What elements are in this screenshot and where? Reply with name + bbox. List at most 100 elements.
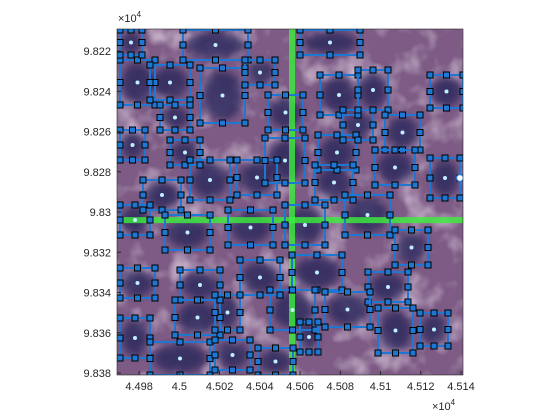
roi-handle [426,88,434,95]
roi-handle [216,331,224,339]
roi-handle [281,134,289,142]
roi-handle [206,196,214,204]
roi-handle [256,256,264,264]
roi-handle [338,269,346,276]
roi-handle [339,136,347,144]
x-tick-label: 4.506 [286,381,314,393]
roi-handle [139,191,147,199]
roi-center [332,180,336,185]
roi-handle [186,79,194,86]
roi-center [255,175,259,180]
roi-handle [456,194,463,202]
roi-center [220,93,225,98]
roi-handle [146,371,154,375]
roi-handle [311,286,319,294]
roi-handle [374,327,382,334]
roi-handle [339,106,347,114]
roi-handle [186,156,194,164]
roi-handle [211,366,219,374]
roi-handle [177,206,185,214]
roi-handle [281,201,289,209]
roi-handle [271,56,279,64]
roi-handle [408,226,415,234]
roi-handle [206,211,214,219]
roi-handle [321,221,329,229]
roi-handle [272,344,279,352]
roi-handle [117,101,124,109]
roi-center [371,88,375,92]
roi-handle [305,348,313,356]
roi-handle [354,86,362,94]
x-tick-label: 4.514 [447,381,475,393]
roi-handle [236,291,244,299]
roi-center [409,245,414,250]
roi-handle [246,351,254,359]
roi-handle [371,146,379,154]
x-tick-label: 4.498 [125,381,153,393]
roi-handle [139,176,147,184]
roi-handle [241,69,249,76]
roi-handle [146,338,154,346]
roi-handle [441,154,449,162]
roi-handle [273,174,281,181]
roi-center [400,130,405,135]
roi-handle [134,294,141,302]
roi-handle [299,126,307,134]
axes-box [116,28,464,376]
roi-handle [426,174,434,182]
roi-handle [196,92,204,99]
roi-handle [354,66,362,74]
roi-handle [381,129,389,136]
roi-center [258,70,262,75]
roi-handle [129,156,136,164]
roi-center [365,213,370,217]
roi-handle [391,244,399,251]
roi-handle-circle [455,173,463,183]
roi-handle [117,354,124,362]
roi-center [129,40,133,45]
x-tick-label: 4.512 [407,381,435,393]
roi-handle [424,244,432,251]
roi-handle [117,51,124,59]
roi-handle [281,221,289,229]
roi-handle [261,134,269,142]
roi-handle [384,66,392,74]
roi-handle [384,298,392,306]
roi-handle [211,309,219,316]
roi-handle [117,279,124,287]
roi-handle [254,358,262,365]
roi-handle [411,164,419,171]
roi-handle [281,241,289,249]
roi-handle [131,354,139,362]
roi-handle [244,41,252,49]
roi-handle [316,91,324,99]
roi-handle [138,39,146,46]
roi-center [133,218,137,222]
roi-handle [117,39,124,46]
roi-handle [194,331,201,339]
roi-center [135,80,140,85]
roi-handle [127,51,135,59]
roi-handle [411,181,419,189]
roi-handle [236,326,244,334]
roi-handle [254,371,262,375]
roi-center [225,310,230,315]
roi-handle [341,231,349,239]
roi-handle [138,51,146,59]
roi-handle [264,109,272,116]
roi-handle [371,164,379,171]
roi-center [443,176,447,180]
roi-handle [409,304,417,312]
roi-handle [211,336,219,344]
roi-handle [158,176,166,184]
roi-center [335,150,339,155]
roi-handle [196,161,204,169]
roi-handle [211,326,219,334]
roi-handle [321,323,329,331]
roi-handle [314,318,322,326]
roi-handle [216,266,224,274]
roi-handle [131,231,139,239]
roi-handle [339,121,347,129]
roi-handle [341,191,349,199]
roi-handle [134,56,141,64]
